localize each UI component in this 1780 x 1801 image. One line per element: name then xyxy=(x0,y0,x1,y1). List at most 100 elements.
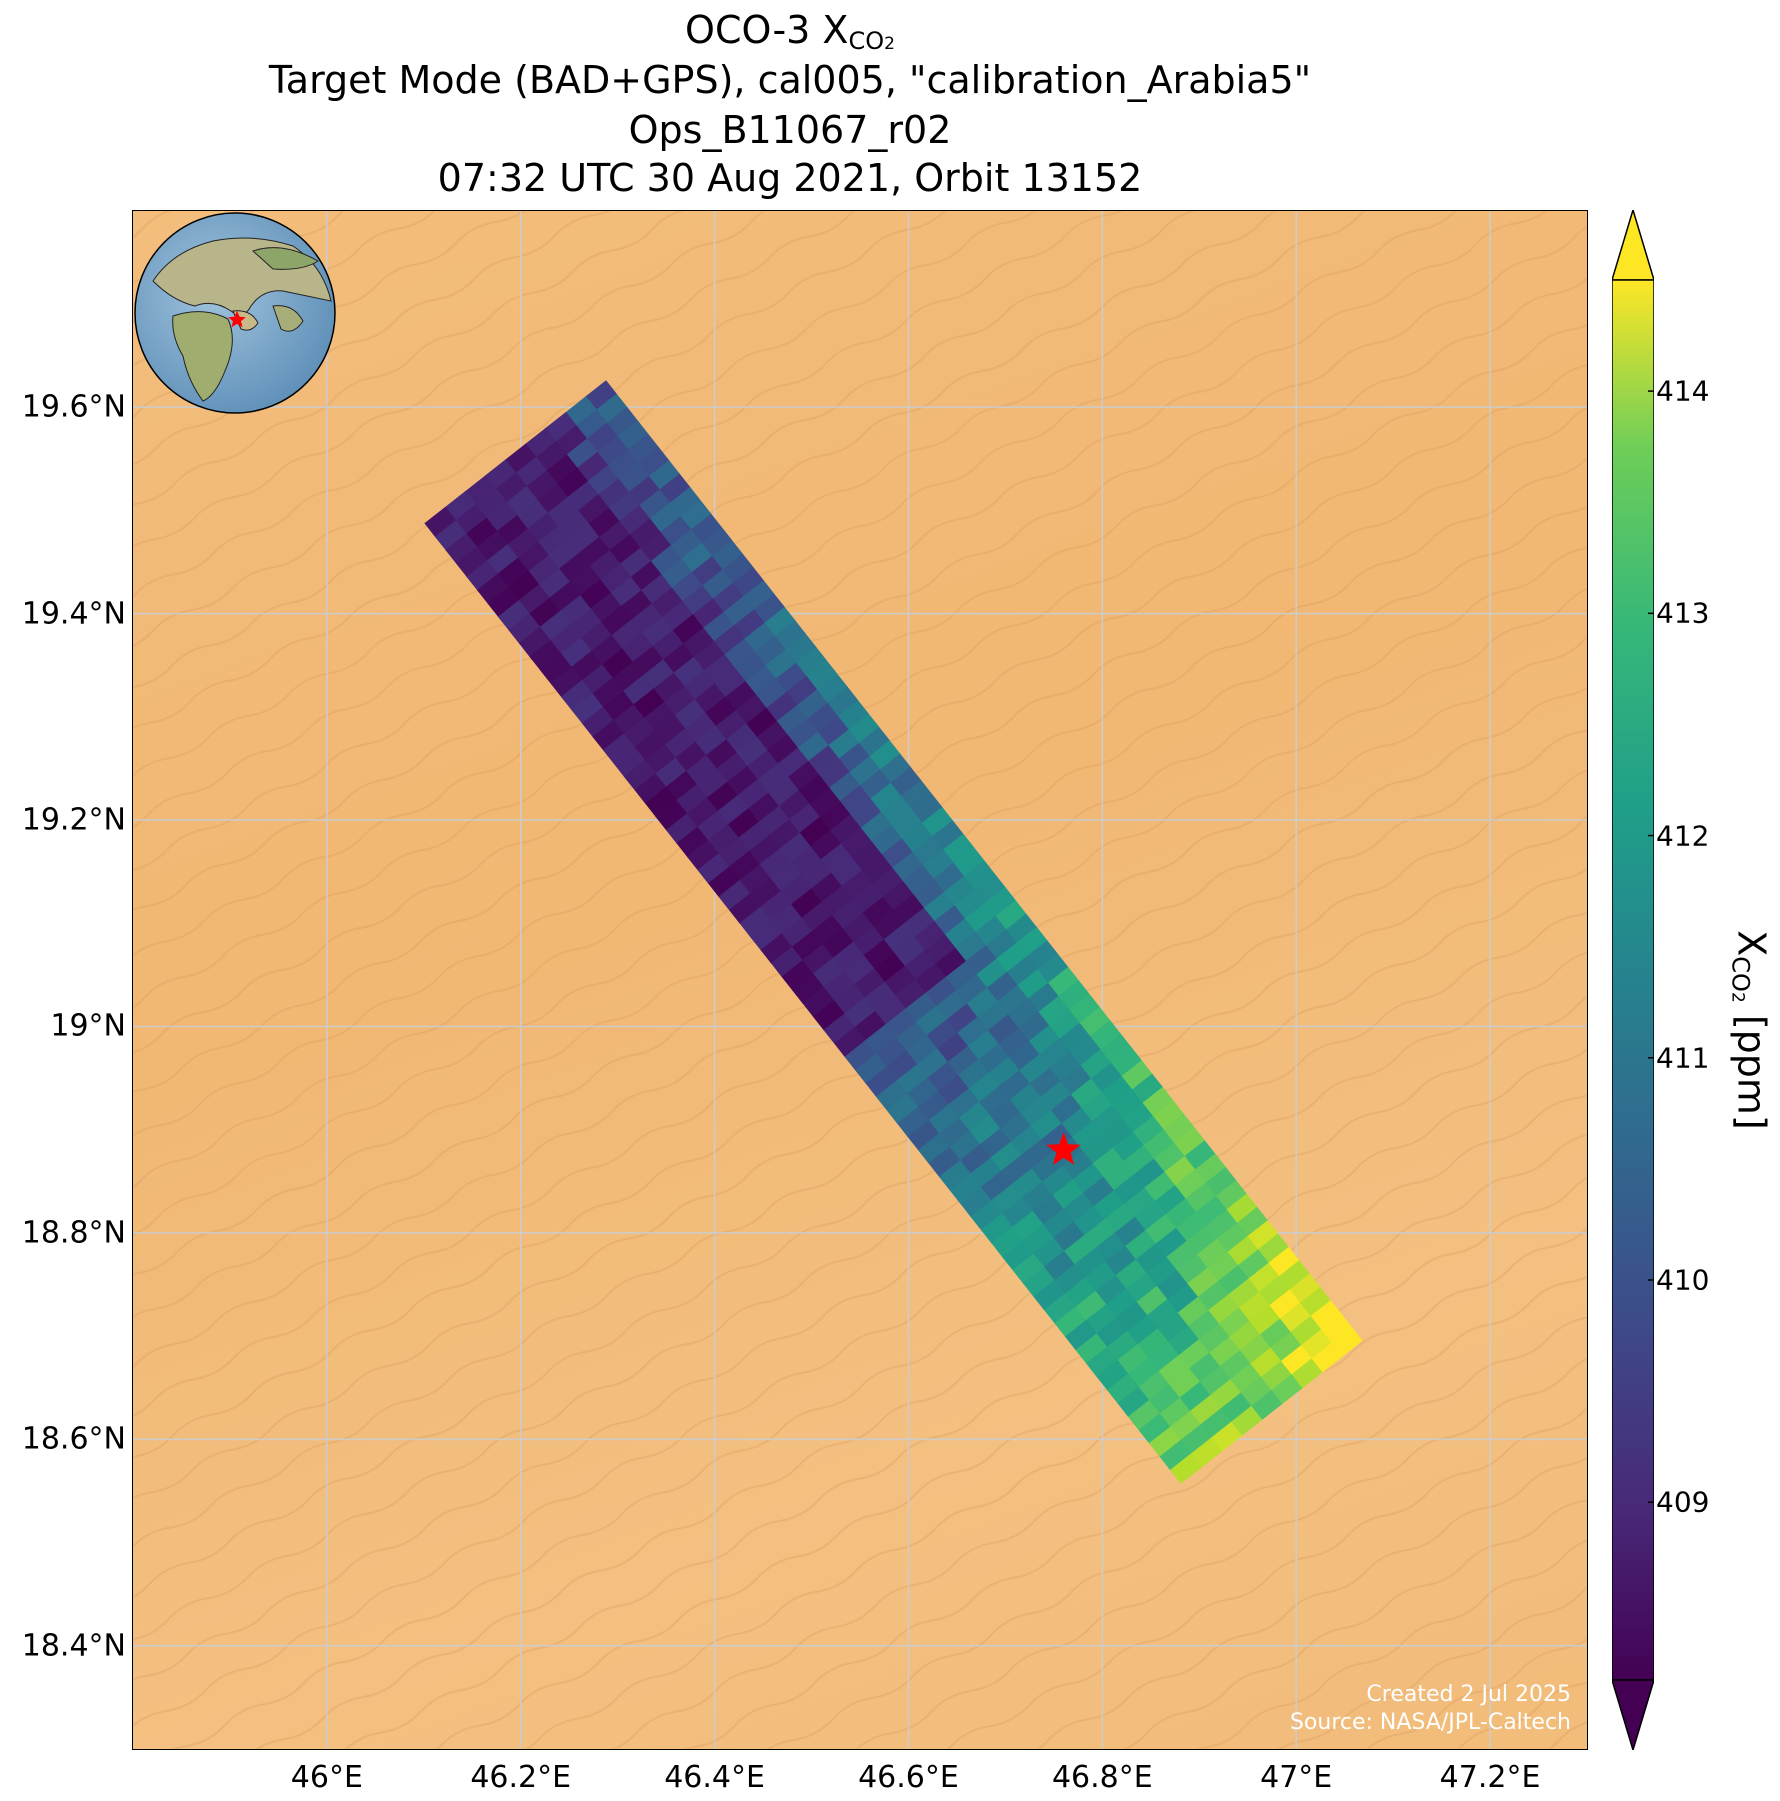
sounding-cell xyxy=(525,470,558,501)
sounding-cell xyxy=(733,609,765,640)
sounding-cell xyxy=(705,739,738,770)
sounding-cell xyxy=(820,886,853,917)
sounding-cell xyxy=(579,579,612,610)
sounding-cell xyxy=(834,1026,866,1058)
lon-tick-label: 47.2°E xyxy=(1439,1760,1541,1795)
sounding-cell xyxy=(1114,1259,1147,1290)
sounding-cell xyxy=(686,797,718,829)
sounding-cell xyxy=(859,811,892,843)
sounding-cell xyxy=(1205,1209,1238,1240)
sounding-cell xyxy=(1210,1421,1243,1453)
sounding-cell xyxy=(692,641,725,672)
sounding-cell xyxy=(1131,1073,1164,1104)
sounding-cell xyxy=(875,1037,908,1068)
sounding-cell xyxy=(1002,1240,1034,1271)
sounding-cell xyxy=(1081,1134,1114,1165)
lon-tick-label: 46.2°E xyxy=(470,1760,572,1795)
sounding-cell xyxy=(585,380,617,411)
sounding-cell xyxy=(904,992,937,1024)
sounding-cell xyxy=(683,670,716,701)
sounding-cell xyxy=(847,713,880,744)
sounding-cell xyxy=(546,496,579,528)
sounding-cell xyxy=(629,561,662,592)
lat-tick-label: 19°N xyxy=(50,1008,126,1044)
sounding-cell xyxy=(890,809,923,840)
sounding-cell xyxy=(715,752,748,784)
sounding-cell xyxy=(1090,1105,1123,1136)
colorbar-tick-label: 412 xyxy=(1656,819,1710,853)
sounding-cell xyxy=(964,902,996,934)
sounding-cell xyxy=(717,837,750,869)
sounding-cell xyxy=(1084,1261,1117,1293)
sounding-cell xyxy=(486,544,519,575)
sounding-cell xyxy=(712,582,744,614)
sounding-cell xyxy=(1106,1330,1139,1362)
sounding-cell xyxy=(1047,966,1080,998)
sounding-cell xyxy=(690,513,722,544)
sounding-cell xyxy=(739,906,772,938)
sounding-cell xyxy=(693,683,726,714)
sounding-cell xyxy=(1027,982,1059,1014)
sounding-cell xyxy=(934,947,967,979)
sounding-cell xyxy=(568,566,601,597)
sounding-cell xyxy=(654,757,687,789)
sounding-cell xyxy=(685,755,718,786)
sounding-cell xyxy=(860,854,893,885)
sounding-cell xyxy=(924,976,957,1008)
sounding-cell xyxy=(771,946,803,978)
sounding-cell xyxy=(959,1144,992,1175)
sounding-cell xyxy=(1166,1283,1199,1314)
sounding-cell xyxy=(1095,1317,1128,1348)
sounding-cell xyxy=(769,861,802,893)
sounding-cell xyxy=(455,504,487,535)
sounding-cell xyxy=(565,438,598,469)
sounding-cell xyxy=(548,581,581,613)
sounding-cell xyxy=(627,433,659,464)
sounding-cell xyxy=(1101,1118,1134,1149)
sounding-cell xyxy=(1094,1275,1127,1306)
sounding-cell xyxy=(1300,1329,1332,1360)
sounding-cell xyxy=(870,825,903,856)
sounding-cell xyxy=(726,766,759,797)
sounding-cell xyxy=(1061,1150,1094,1181)
sounding-cell xyxy=(581,706,614,738)
sounding-cell xyxy=(811,915,844,946)
sounding-cell xyxy=(897,1106,929,1138)
sounding-cell xyxy=(619,547,652,579)
sounding-cell xyxy=(1219,1392,1252,1424)
sounding-cell xyxy=(765,691,798,723)
sounding-cell xyxy=(784,633,817,664)
sounding-cell xyxy=(598,521,631,552)
xco2-swath xyxy=(424,380,1363,1484)
sounding-cell xyxy=(1175,1254,1208,1285)
sounding-cell xyxy=(749,877,781,909)
sounding-cell xyxy=(1280,1345,1312,1376)
sounding-cell xyxy=(696,810,729,842)
sounding-cell xyxy=(535,441,568,472)
sounding-cell xyxy=(933,905,966,936)
sounding-cell xyxy=(850,841,883,872)
map-panel[interactable]: Created 2 Jul 2025 Source: NASA/JPL-Calt… xyxy=(132,210,1588,1750)
sounding-cell xyxy=(697,853,730,884)
sounding-cell xyxy=(928,1146,961,1178)
sounding-cell xyxy=(1017,1011,1050,1043)
sounding-cell xyxy=(1006,956,1038,987)
sounding-cell xyxy=(1005,913,1038,944)
sounding-cell xyxy=(651,630,684,661)
sounding-cell xyxy=(733,651,766,683)
sounding-cell xyxy=(838,742,870,774)
sounding-cell xyxy=(948,1130,981,1162)
sounding-cell xyxy=(754,678,787,709)
sounding-cell xyxy=(780,917,813,949)
sounding-cell xyxy=(549,624,582,655)
sounding-cell xyxy=(947,1088,980,1119)
globe-star-icon xyxy=(228,311,246,328)
title-subscript: CO2 xyxy=(848,27,895,55)
sounding-cell xyxy=(676,826,709,858)
sounding-cell xyxy=(774,620,807,651)
sounding-cell xyxy=(1250,1390,1283,1421)
sounding-cell xyxy=(810,872,843,904)
sounding-cell xyxy=(1227,1278,1260,1309)
colorbar-tick-label: 411 xyxy=(1656,1041,1710,1075)
sounding-cell xyxy=(515,456,548,488)
